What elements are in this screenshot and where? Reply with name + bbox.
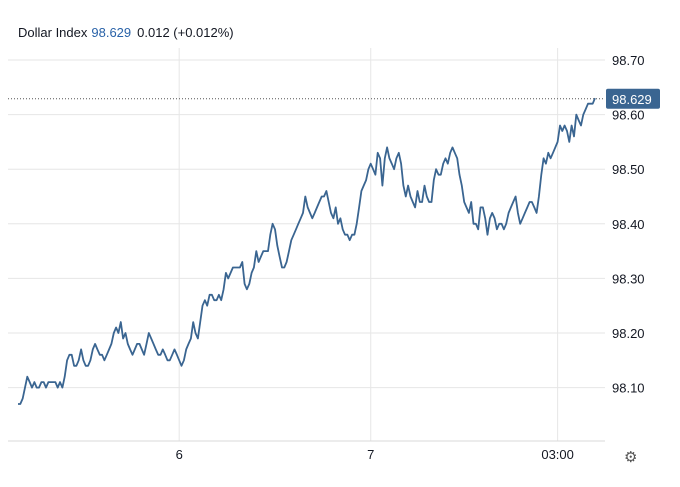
- gear-icon[interactable]: ⚙: [624, 449, 638, 466]
- x-tick-label: 6: [176, 447, 183, 462]
- symbol-name: Dollar Index: [18, 25, 88, 40]
- chart-header: Dollar Index 98.629 0.012 (+0.012%): [18, 25, 234, 40]
- price-badge-bg: [606, 88, 660, 109]
- y-tick-label: 98.40: [612, 217, 645, 232]
- y-tick-label: 98.10: [612, 381, 645, 396]
- y-tick-label: 98.70: [612, 53, 645, 68]
- price-badge: 98.629: [606, 88, 660, 109]
- y-tick-label: 98.60: [612, 108, 645, 123]
- price-badge-label: 98.629: [612, 92, 652, 107]
- y-tick-label: 98.20: [612, 326, 645, 341]
- y-tick-label: 98.50: [612, 162, 645, 177]
- grid-lines: [8, 48, 605, 441]
- y-axis: 98.10 98.20 98.30 98.40 98.50 98.60 98.70: [612, 53, 645, 396]
- y-tick-label: 98.30: [612, 271, 645, 286]
- current-price: 98.629: [91, 25, 132, 40]
- price-change: 0.012 (+0.012%): [137, 25, 234, 40]
- x-tick-label: 03:00: [541, 447, 574, 462]
- series-line: [18, 97, 596, 405]
- x-tick-label: 7: [367, 447, 374, 462]
